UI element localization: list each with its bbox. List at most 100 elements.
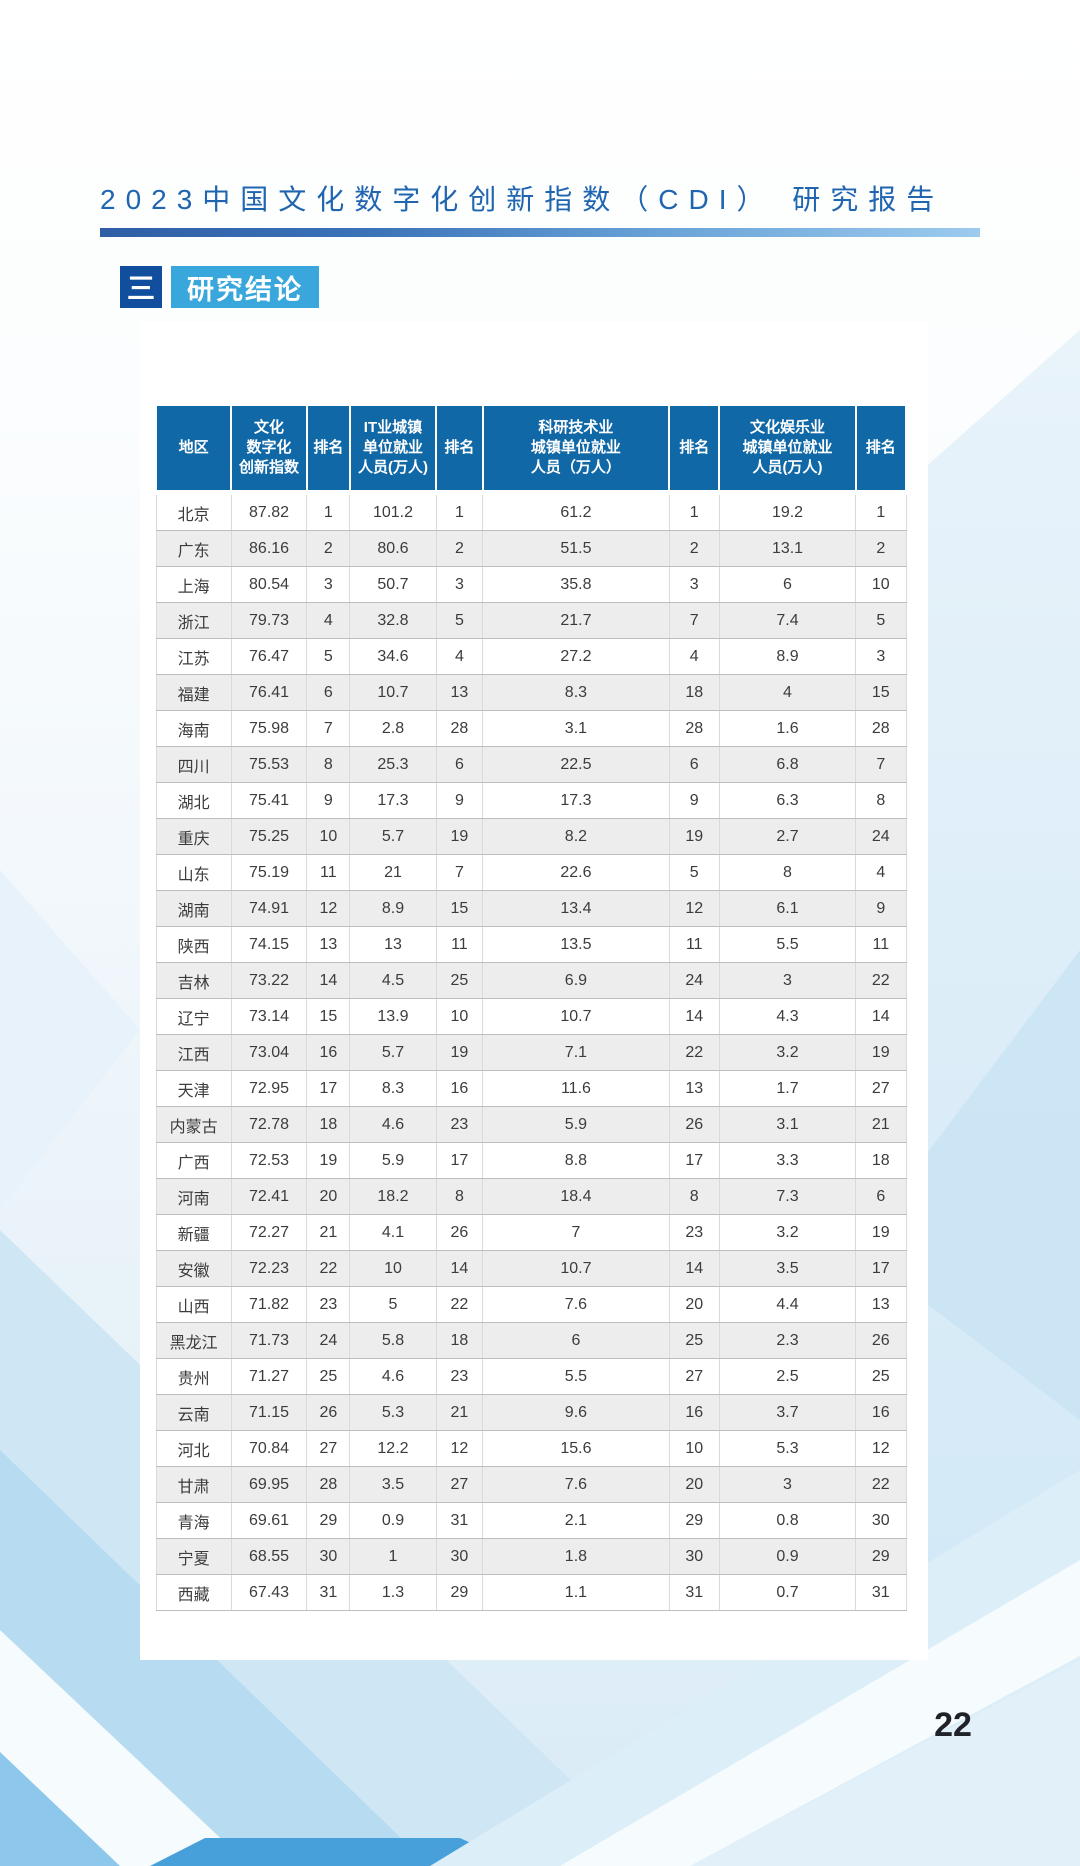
value-cell: 1.7 (718, 1070, 857, 1107)
value-cell: 80.54 (230, 566, 308, 603)
value-cell: 21 (349, 854, 437, 891)
table-row: 新疆 72.27 21 4.1 26 7 23 3.2 19 (155, 1214, 907, 1251)
value-cell: 12.2 (349, 1430, 437, 1467)
value-cell: 8.3 (349, 1070, 437, 1107)
value-cell: 61.2 (482, 492, 670, 531)
value-cell: 8.2 (482, 818, 670, 855)
value-cell: 74.91 (230, 890, 308, 927)
value-cell: 10 (668, 1430, 720, 1467)
table-row: 青海 69.61 29 0.9 31 2.1 29 0.8 30 (155, 1502, 907, 1539)
value-cell: 5.5 (482, 1358, 670, 1395)
value-cell: 29 (306, 1502, 351, 1539)
value-cell: 0.9 (718, 1538, 857, 1575)
value-cell: 30 (668, 1538, 720, 1575)
table-row: 云南 71.15 26 5.3 21 9.6 16 3.7 16 (155, 1394, 907, 1431)
value-cell: 8 (306, 746, 351, 783)
value-cell: 6 (306, 674, 351, 711)
value-cell: 1.1 (482, 1574, 670, 1611)
value-cell: 11 (306, 854, 351, 891)
value-cell: 23 (435, 1106, 484, 1143)
table-row: 吉林 73.22 14 4.5 25 6.9 24 3 22 (155, 962, 907, 999)
value-cell: 3.5 (718, 1250, 857, 1287)
region-cell: 宁夏 (155, 1538, 232, 1575)
title-divider (100, 228, 980, 237)
value-cell: 6 (435, 746, 484, 783)
value-cell: 8 (435, 1178, 484, 1215)
value-cell: 17 (668, 1142, 720, 1179)
region-cell: 山西 (155, 1286, 232, 1323)
value-cell: 28 (855, 710, 907, 747)
value-cell: 7 (306, 710, 351, 747)
value-cell: 18 (668, 674, 720, 711)
column-header: 排名 (305, 404, 351, 495)
column-header: 科研技术业 城镇单位就业 人员（万人） (481, 404, 671, 495)
value-cell: 0.9 (349, 1502, 437, 1539)
region-cell: 广西 (155, 1142, 232, 1179)
value-cell: 2.7 (718, 818, 857, 855)
value-cell: 5 (306, 638, 351, 675)
value-cell: 19 (855, 1214, 907, 1251)
table-row: 重庆 75.25 10 5.7 19 8.2 19 2.7 24 (155, 818, 907, 855)
value-cell: 5.9 (482, 1106, 670, 1143)
value-cell: 30 (306, 1538, 351, 1575)
value-cell: 71.82 (230, 1286, 308, 1323)
table-row: 浙江 79.73 4 32.8 5 21.7 7 7.4 5 (155, 602, 907, 639)
value-cell: 26 (435, 1214, 484, 1251)
value-cell: 29 (668, 1502, 720, 1539)
value-cell: 75.25 (230, 818, 308, 855)
value-cell: 2.1 (482, 1502, 670, 1539)
table-row: 甘肃 69.95 28 3.5 27 7.6 20 3 22 (155, 1466, 907, 1503)
value-cell: 25 (435, 962, 484, 999)
value-cell: 26 (855, 1322, 907, 1359)
value-cell: 3 (718, 1466, 857, 1503)
value-cell: 17.3 (482, 782, 670, 819)
value-cell: 8.9 (349, 890, 437, 927)
value-cell: 1.8 (482, 1538, 670, 1575)
value-cell: 2 (668, 530, 720, 567)
value-cell: 17.3 (349, 782, 437, 819)
value-cell: 23 (435, 1358, 484, 1395)
value-cell: 4.1 (349, 1214, 437, 1251)
page-title: 2023中国文化数字化创新指数（CDI） 研究报告 (100, 184, 945, 215)
value-cell: 0.7 (718, 1574, 857, 1611)
value-cell: 1.3 (349, 1574, 437, 1611)
value-cell: 6.8 (718, 746, 857, 783)
value-cell: 6.9 (482, 962, 670, 999)
value-cell: 25.3 (349, 746, 437, 783)
value-cell: 71.73 (230, 1322, 308, 1359)
value-cell: 27 (435, 1466, 484, 1503)
region-cell: 四川 (155, 746, 232, 783)
value-cell: 3.1 (482, 710, 670, 747)
region-cell: 海南 (155, 710, 232, 747)
value-cell: 14 (855, 998, 907, 1035)
value-cell: 20 (668, 1466, 720, 1503)
region-cell: 青海 (155, 1502, 232, 1539)
region-cell: 福建 (155, 674, 232, 711)
value-cell: 8.9 (718, 638, 857, 675)
value-cell: 4 (718, 674, 857, 711)
value-cell: 8 (668, 1178, 720, 1215)
value-cell: 3.3 (718, 1142, 857, 1179)
value-cell: 28 (306, 1466, 351, 1503)
value-cell: 9 (306, 782, 351, 819)
value-cell: 71.15 (230, 1394, 308, 1431)
value-cell: 30 (855, 1502, 907, 1539)
value-cell: 7.6 (482, 1466, 670, 1503)
value-cell: 75.41 (230, 782, 308, 819)
column-header: 文化 数字化 创新指数 (230, 404, 308, 495)
value-cell: 16 (855, 1394, 907, 1431)
table-row: 宁夏 68.55 30 1 30 1.8 30 0.9 29 (155, 1538, 907, 1575)
value-cell: 7 (482, 1214, 670, 1251)
region-cell: 湖南 (155, 890, 232, 927)
value-cell: 11.6 (482, 1070, 670, 1107)
value-cell: 2 (855, 530, 907, 567)
region-cell: 天津 (155, 1070, 232, 1107)
table-row: 北京 87.82 1 101.2 1 61.2 1 19.2 1 (155, 492, 907, 531)
table-row: 江西 73.04 16 5.7 19 7.1 22 3.2 19 (155, 1034, 907, 1071)
table-row: 四川 75.53 8 25.3 6 22.5 6 6.8 7 (155, 746, 907, 783)
value-cell: 3 (855, 638, 907, 675)
value-cell: 19 (855, 1034, 907, 1071)
value-cell: 12 (668, 890, 720, 927)
value-cell: 5 (349, 1286, 437, 1323)
value-cell: 35.8 (482, 566, 670, 603)
